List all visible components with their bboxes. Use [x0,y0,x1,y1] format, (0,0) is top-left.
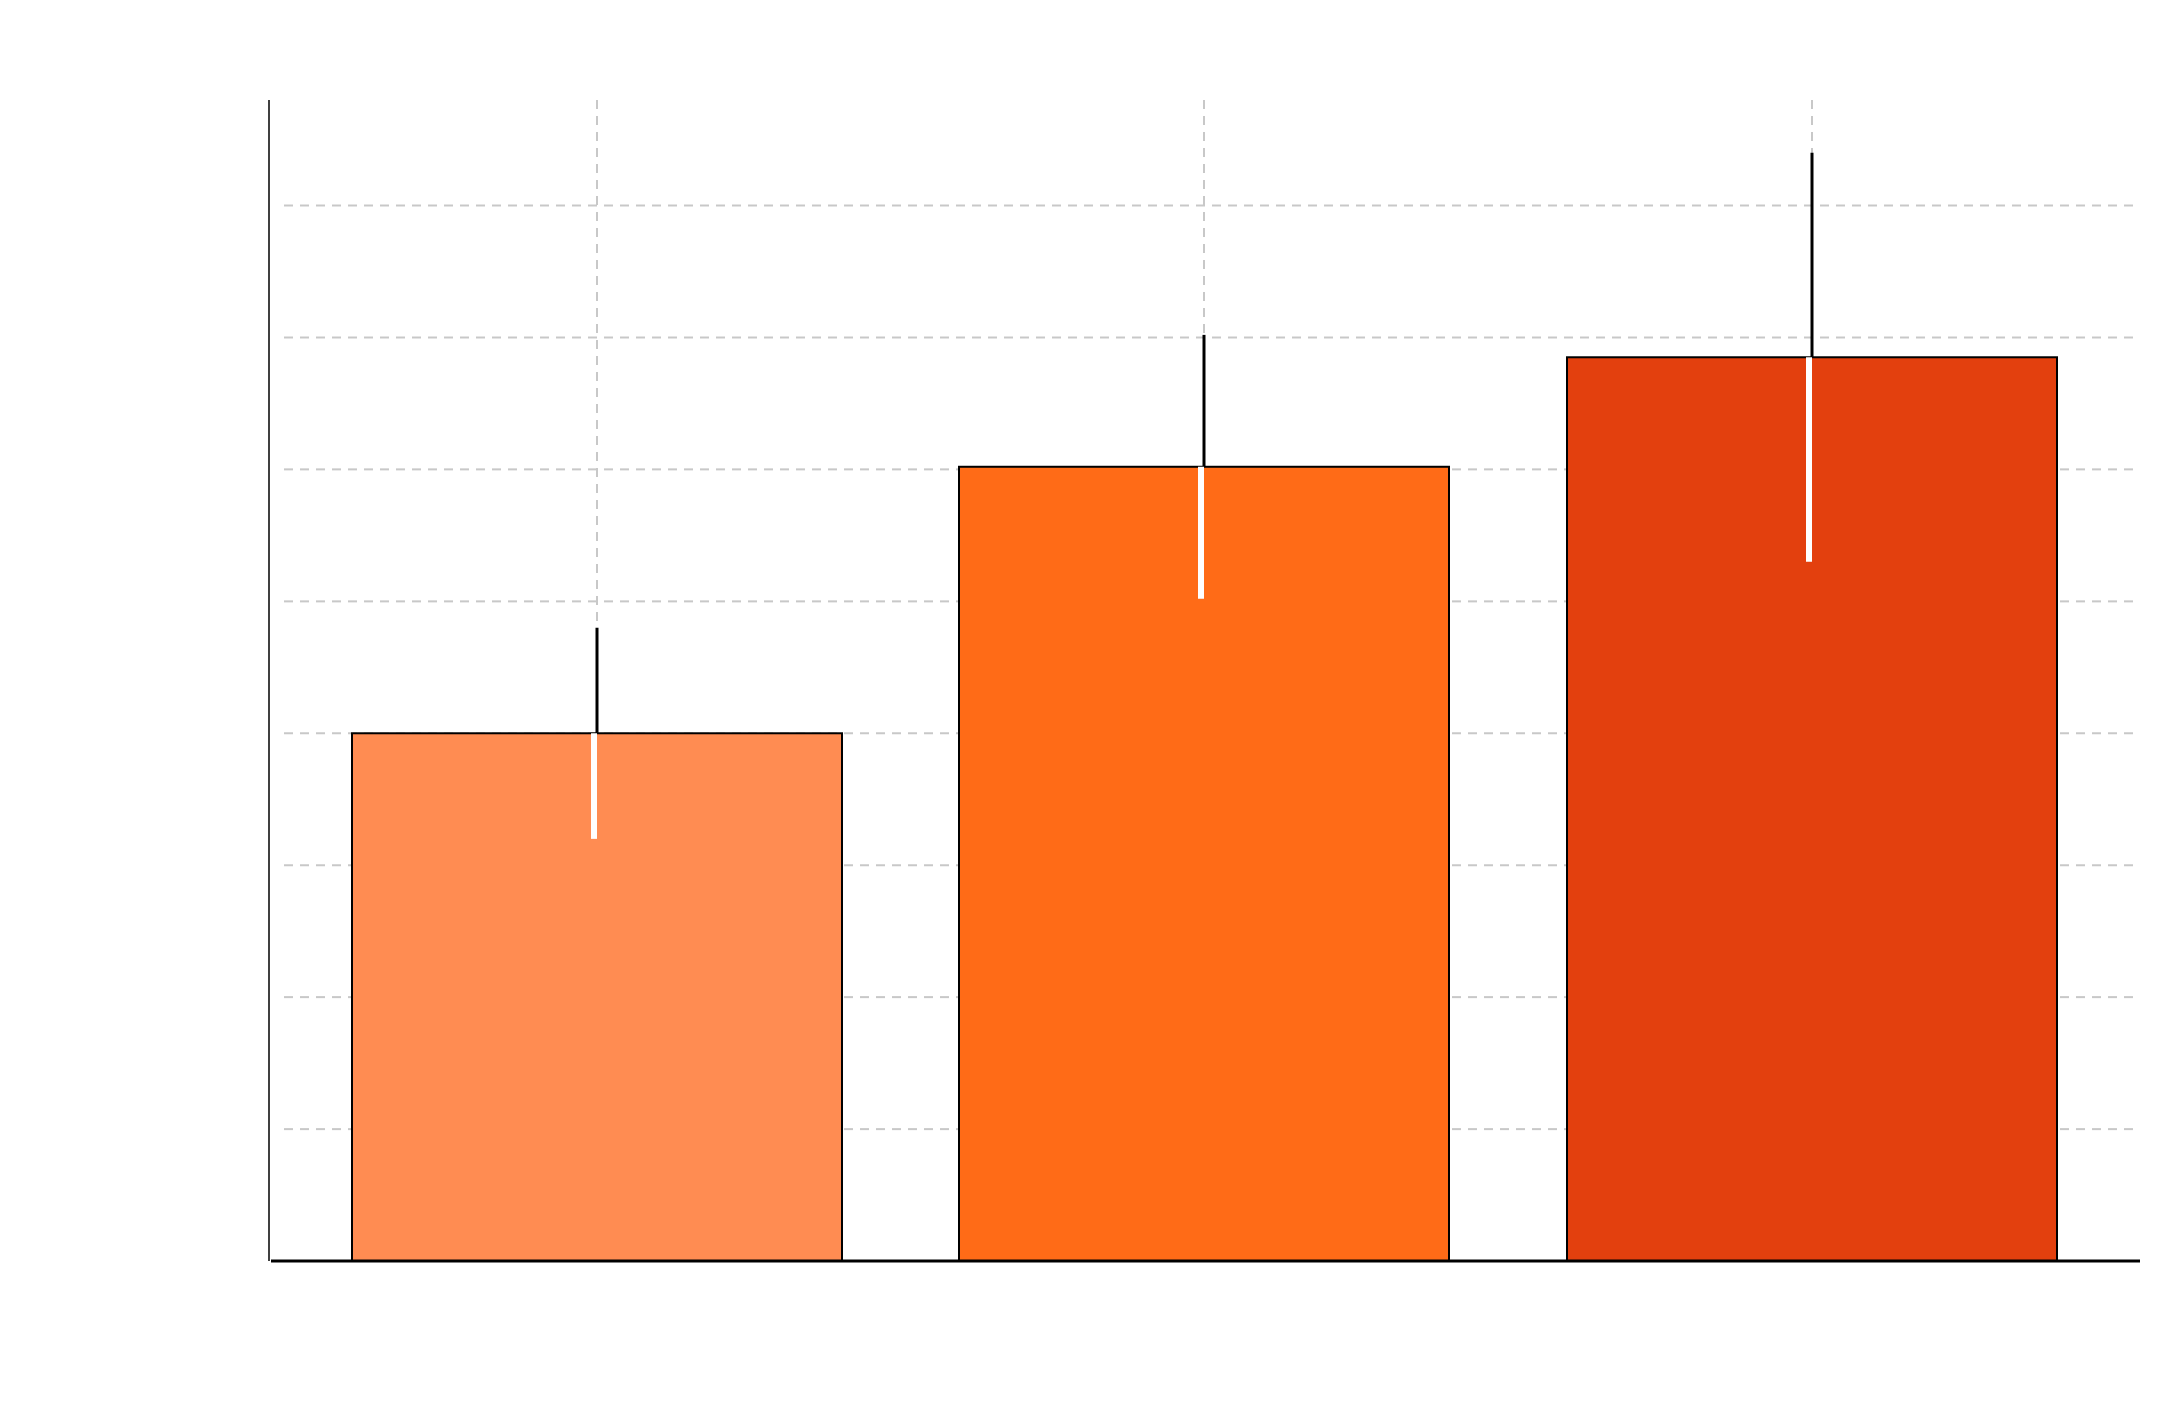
axis-layer [268,100,2140,1263]
bar-layer [351,356,2058,1263]
error-bar-layer [591,152,1814,839]
bar-2 [958,465,1450,1262]
